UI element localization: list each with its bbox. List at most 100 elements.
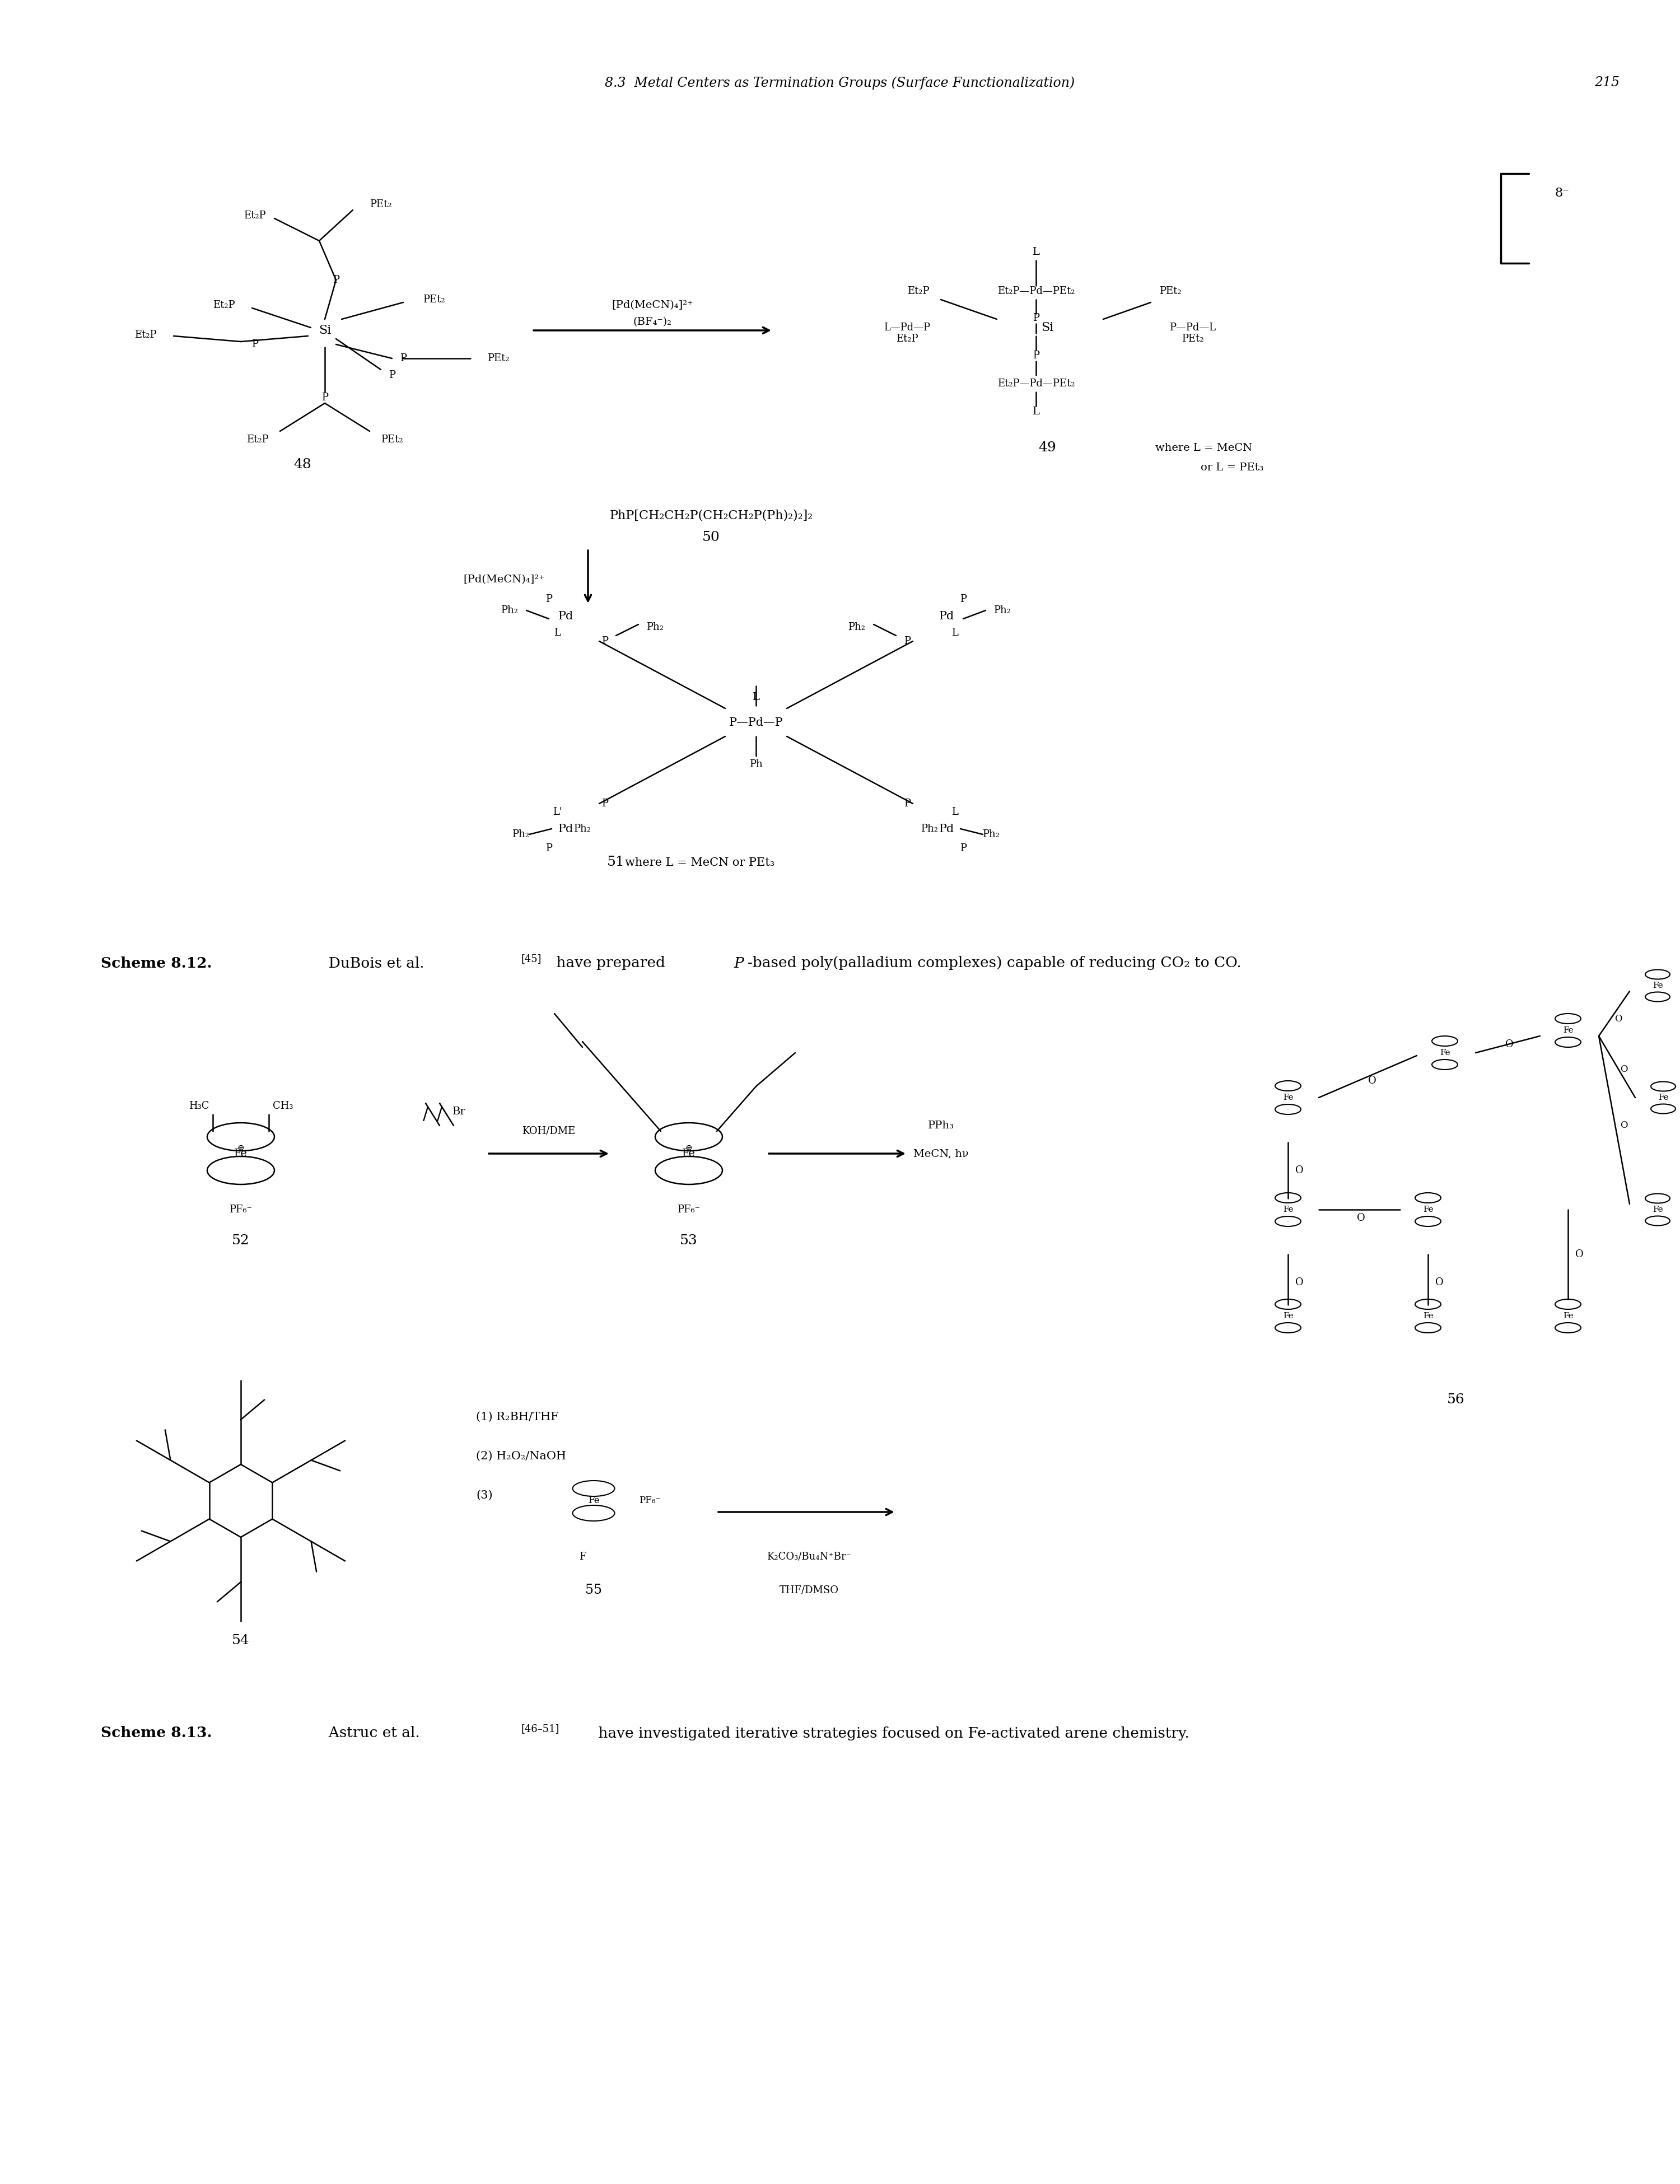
Text: Ph₂: Ph₂ — [512, 830, 529, 839]
Text: [45]: [45] — [521, 954, 541, 963]
Text: Scheme 8.12.: Scheme 8.12. — [101, 957, 212, 970]
Text: P: P — [904, 799, 911, 808]
Text: Fe: Fe — [1562, 1026, 1572, 1035]
Text: P: P — [601, 799, 608, 808]
Text: PEt₂: PEt₂ — [1159, 286, 1181, 297]
Text: PF₆⁻: PF₆⁻ — [228, 1206, 252, 1214]
Text: Scheme 8.13.: Scheme 8.13. — [101, 1725, 212, 1741]
Text: 48: 48 — [294, 459, 311, 472]
Text: MeCN, hν: MeCN, hν — [914, 1149, 968, 1160]
Text: 55: 55 — [585, 1583, 601, 1597]
Text: 56: 56 — [1446, 1393, 1465, 1406]
Text: Si: Si — [1042, 321, 1053, 334]
Text: Fe: Fe — [1440, 1048, 1450, 1057]
Text: PhP[CH₂CH₂P(CH₂CH₂P(Ph)₂)₂]₂: PhP[CH₂CH₂P(CH₂CH₂P(Ph)₂)₂]₂ — [610, 509, 813, 522]
Text: 54: 54 — [232, 1634, 250, 1647]
Text: Et₂P: Et₂P — [213, 299, 235, 310]
Text: 8⁻: 8⁻ — [1556, 188, 1569, 199]
Text: PEt₂: PEt₂ — [423, 295, 445, 304]
Text: Pd: Pd — [939, 612, 954, 620]
Text: P: P — [388, 369, 395, 380]
Text: have investigated iterative strategies focused on Fe-activated arene chemistry.: have investigated iterative strategies f… — [593, 1725, 1189, 1741]
Text: Ph: Ph — [749, 760, 763, 769]
Text: /: / — [437, 1105, 442, 1123]
Text: Fe: Fe — [588, 1496, 600, 1505]
Text: O: O — [1620, 1066, 1628, 1075]
Text: PEt₂: PEt₂ — [487, 354, 509, 363]
Text: Ph₂: Ph₂ — [921, 823, 937, 834]
Text: CH₃: CH₃ — [272, 1101, 292, 1112]
Text: (3): (3) — [475, 1489, 492, 1500]
Text: where L = MeCN or PEt₃: where L = MeCN or PEt₃ — [625, 856, 774, 867]
Text: L: L — [753, 692, 759, 703]
Text: Pd: Pd — [558, 612, 573, 620]
Text: Fe: Fe — [1284, 1313, 1294, 1319]
Text: Si: Si — [319, 323, 331, 336]
Text: O: O — [1435, 1278, 1443, 1286]
Text: O: O — [1614, 1013, 1623, 1024]
Text: 8.3  Metal Centers as Termination Groups (Surface Functionalization): 8.3 Metal Centers as Termination Groups … — [605, 76, 1075, 90]
Text: ⊕: ⊕ — [237, 1144, 244, 1151]
Text: (1) R₂BH/THF: (1) R₂BH/THF — [475, 1411, 559, 1422]
Text: P: P — [1033, 312, 1040, 323]
Text: P: P — [333, 275, 339, 286]
Text: P: P — [400, 354, 407, 363]
Text: PEt₂: PEt₂ — [381, 435, 403, 446]
Text: Fe: Fe — [1423, 1313, 1433, 1319]
Text: (2) H₂O₂/NaOH: (2) H₂O₂/NaOH — [475, 1450, 566, 1461]
Text: Ph₂: Ph₂ — [647, 622, 664, 631]
Text: ⊕: ⊕ — [685, 1144, 692, 1151]
Text: L: L — [554, 627, 561, 638]
Text: Fe: Fe — [1653, 1206, 1663, 1214]
Text: O: O — [1368, 1077, 1376, 1085]
Text: P: P — [601, 636, 608, 646]
Text: PPh₃: PPh₃ — [927, 1120, 954, 1131]
Text: have prepared: have prepared — [551, 957, 670, 970]
Text: KOH/DME: KOH/DME — [522, 1127, 576, 1136]
Text: P: P — [734, 957, 744, 970]
Text: 52: 52 — [232, 1234, 250, 1247]
Text: L: L — [951, 627, 958, 638]
Text: 53: 53 — [680, 1234, 697, 1247]
Text: 50: 50 — [702, 531, 721, 544]
Text: PEt₂: PEt₂ — [370, 199, 391, 210]
Text: P: P — [546, 843, 553, 854]
Text: THF/DMSO: THF/DMSO — [780, 1586, 838, 1597]
Text: L: L — [951, 806, 958, 817]
Text: Fe: Fe — [1423, 1206, 1433, 1214]
Text: Ph₂: Ph₂ — [848, 622, 865, 631]
Text: P: P — [959, 843, 966, 854]
Text: P—Pd—P: P—Pd—P — [729, 716, 783, 727]
Text: P: P — [252, 339, 259, 349]
Text: Fe: Fe — [234, 1149, 247, 1160]
Text: Fe: Fe — [1562, 1313, 1572, 1319]
Text: -based poly(palladium complexes) capable of reducing CO₂ to CO.: -based poly(palladium complexes) capable… — [748, 957, 1242, 970]
Text: O: O — [1505, 1040, 1514, 1051]
Text: Et₂P: Et₂P — [907, 286, 929, 297]
Text: L: L — [1032, 247, 1040, 258]
Text: L—Pd—P: L—Pd—P — [884, 323, 931, 332]
Text: Fe: Fe — [682, 1149, 696, 1160]
Text: 49: 49 — [1038, 441, 1057, 454]
Text: [Pd(MeCN)₄]²⁺: [Pd(MeCN)₄]²⁺ — [464, 574, 544, 585]
Text: P: P — [959, 594, 966, 605]
Text: Fe: Fe — [1284, 1206, 1294, 1214]
Text: P: P — [1033, 352, 1040, 360]
Text: H₃C: H₃C — [188, 1101, 208, 1112]
Text: PF₆⁻: PF₆⁻ — [677, 1206, 701, 1214]
Text: Fe: Fe — [1658, 1094, 1668, 1101]
Text: Pd: Pd — [558, 823, 573, 834]
Text: P: P — [546, 594, 553, 605]
Text: O: O — [1620, 1120, 1628, 1131]
Text: L: L — [1032, 406, 1040, 417]
Text: (BF₄⁻)₂: (BF₄⁻)₂ — [633, 317, 672, 328]
Text: Fe: Fe — [1284, 1094, 1294, 1101]
Text: 51: 51 — [606, 856, 625, 869]
Text: Et₂P: Et₂P — [895, 334, 919, 343]
Text: Pd: Pd — [939, 823, 954, 834]
Text: Ph₂: Ph₂ — [995, 605, 1011, 616]
Text: F: F — [580, 1553, 586, 1562]
Text: [46–51]: [46–51] — [521, 1723, 559, 1734]
Text: Br: Br — [452, 1107, 465, 1116]
Text: DuBois et al.: DuBois et al. — [319, 957, 425, 970]
